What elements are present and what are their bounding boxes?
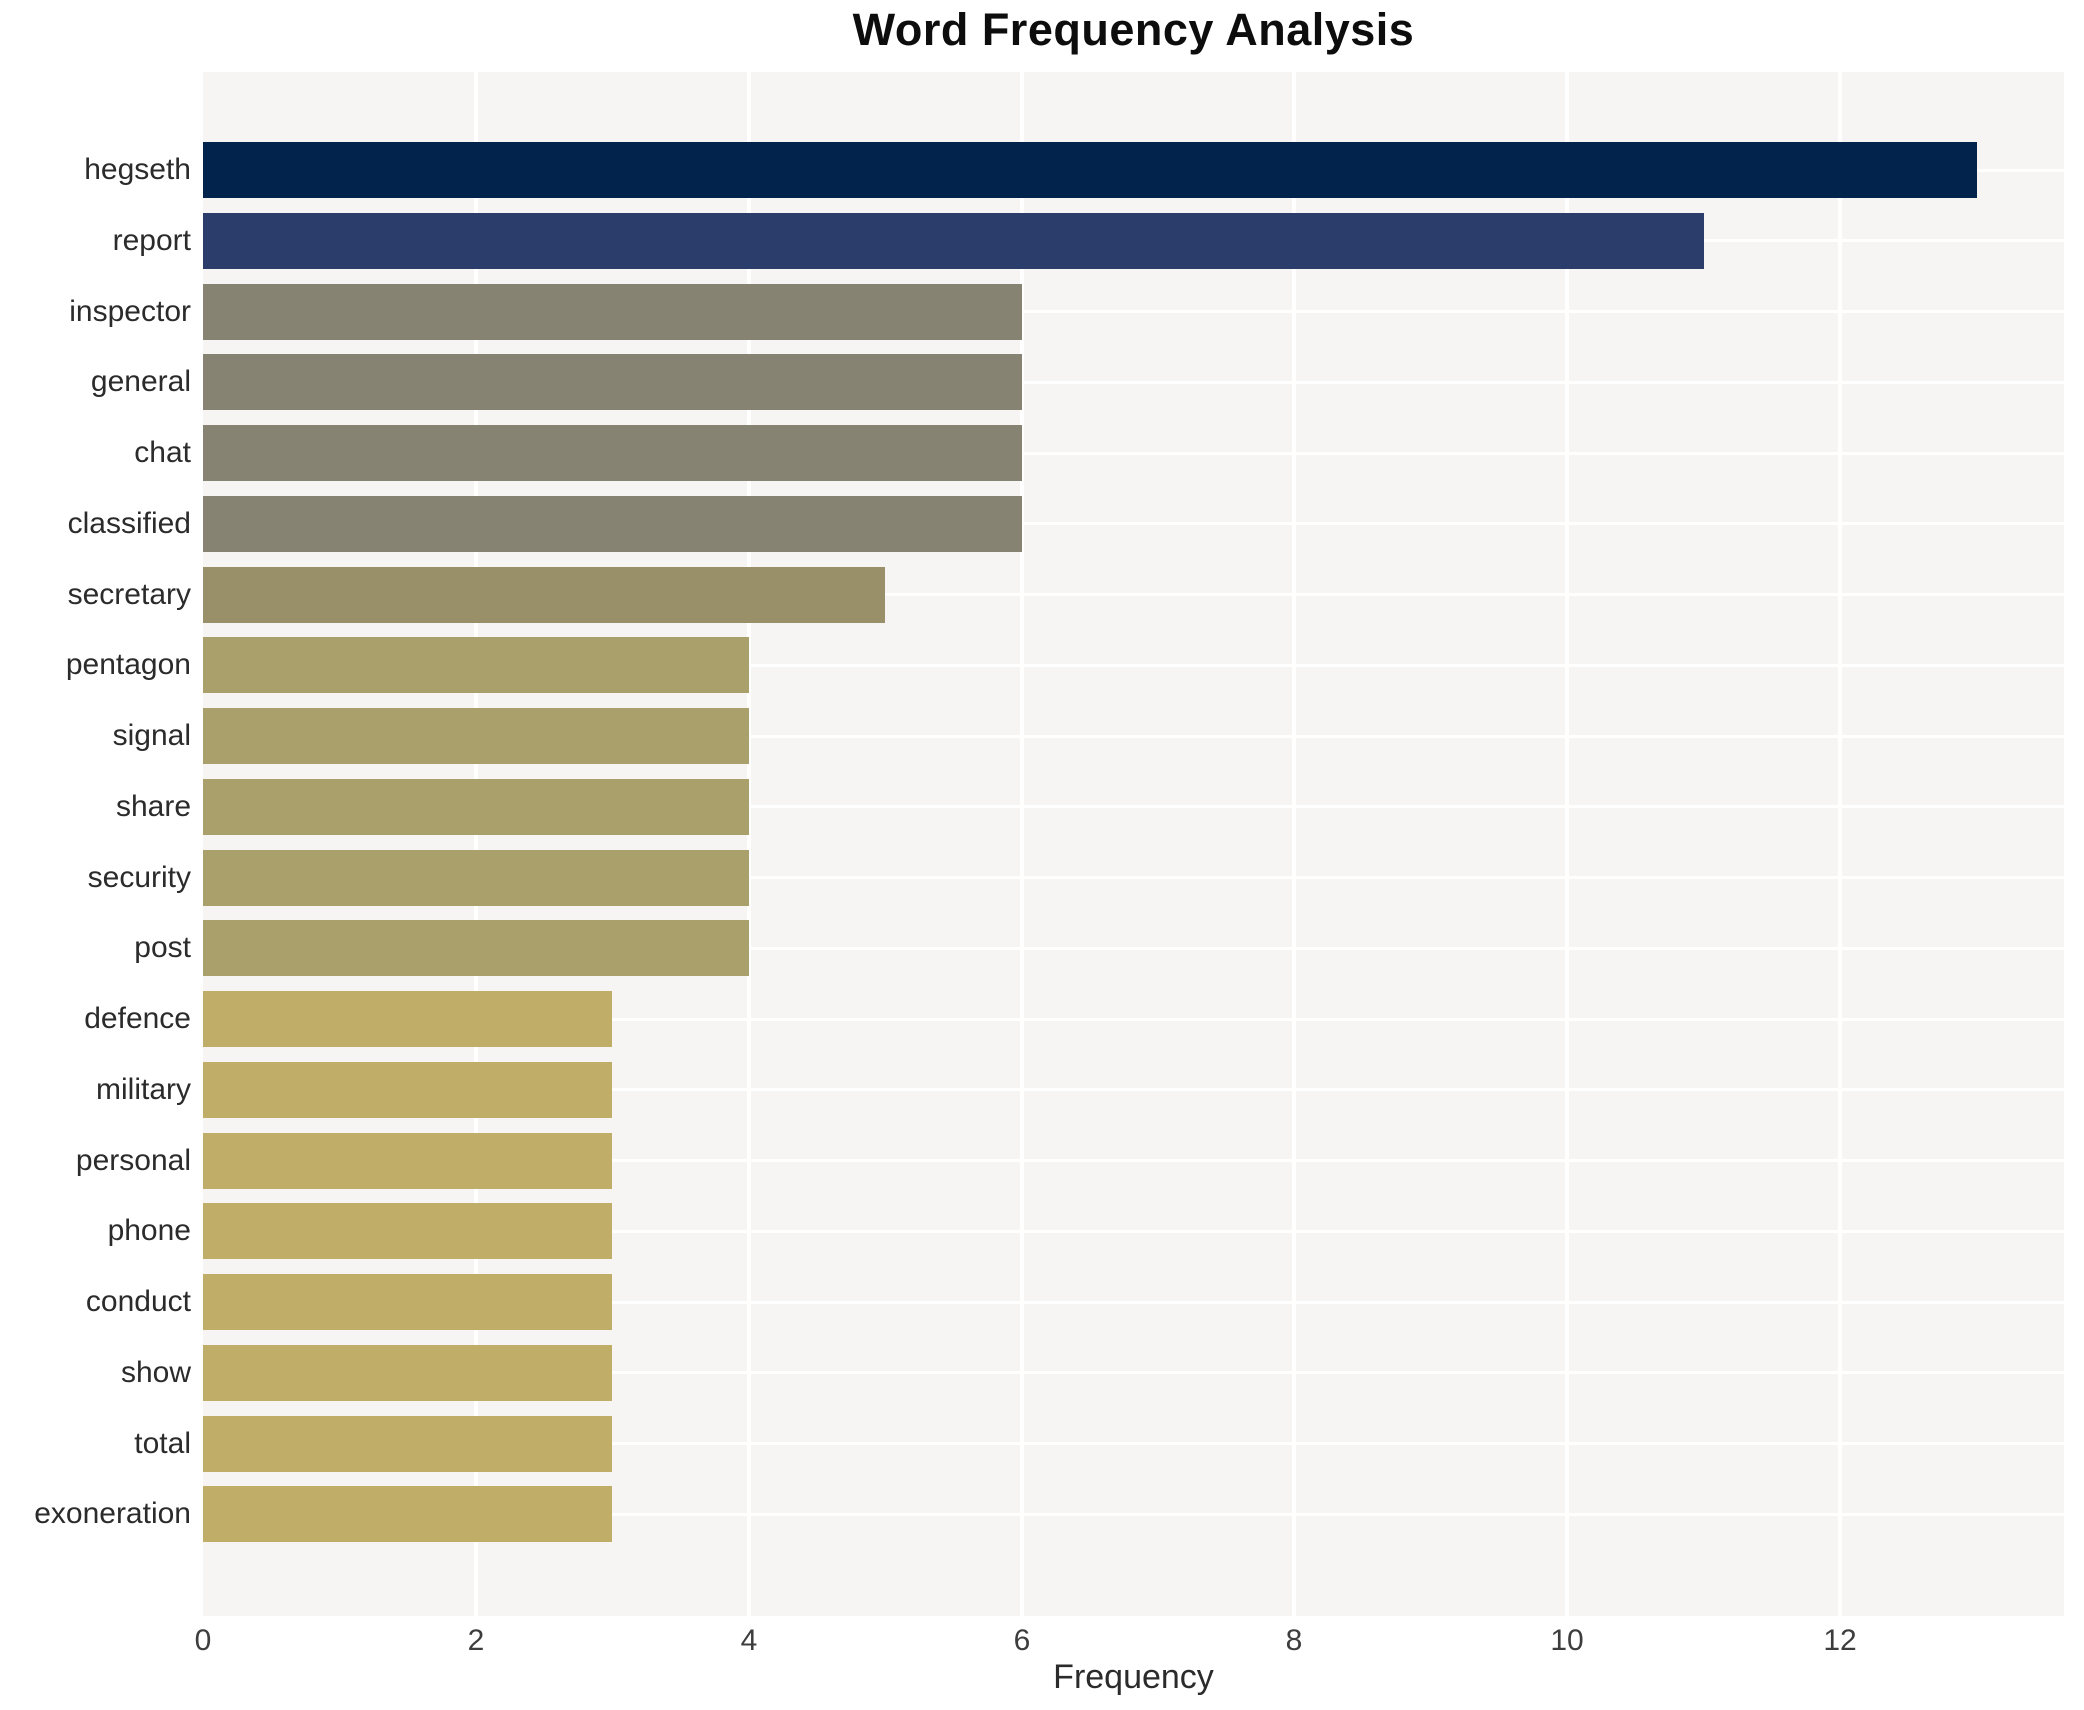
horizontal-gridline — [203, 522, 2064, 525]
y-axis-label-phone: phone — [107, 1214, 191, 1247]
y-axis-label-show: show — [120, 1356, 191, 1389]
y-axis-label-chat: chat — [134, 436, 191, 469]
horizontal-gridline — [203, 735, 2064, 738]
bar-conduct — [203, 1274, 612, 1330]
y-axis-label-hegseth: hegseth — [84, 153, 191, 186]
horizontal-gridline — [203, 1018, 2064, 1021]
horizontal-gridline — [203, 310, 2064, 313]
horizontal-gridline — [203, 452, 2064, 455]
horizontal-gridline — [203, 876, 2064, 879]
y-axis-label-conduct: conduct — [85, 1285, 191, 1318]
bar-post — [203, 920, 749, 976]
horizontal-gridline — [203, 664, 2064, 667]
vertical-gridline-2 — [474, 72, 478, 1616]
y-axis-label-inspector: inspector — [69, 295, 191, 328]
vertical-gridline-8 — [1292, 72, 1296, 1616]
bar-exoneration — [203, 1486, 612, 1542]
horizontal-gridline — [203, 1513, 2064, 1516]
bar-phone — [203, 1203, 612, 1259]
bar-military — [203, 1062, 612, 1118]
y-axis-label-security: security — [87, 861, 191, 894]
x-axis-title: Frequency — [1053, 1658, 1214, 1696]
horizontal-gridline — [203, 1159, 2064, 1162]
bar-security — [203, 850, 749, 906]
horizontal-gridline — [203, 805, 2064, 808]
bar-show — [203, 1345, 612, 1401]
bar-pentagon — [203, 637, 749, 693]
horizontal-gridline — [203, 1088, 2064, 1091]
y-axis-label-general: general — [90, 365, 191, 398]
y-axis-label-pentagon: pentagon — [65, 648, 191, 681]
x-tick-label-0: 0 — [194, 1624, 212, 1657]
x-tick-label-2: 2 — [467, 1624, 485, 1657]
y-axis-label-report: report — [112, 224, 191, 257]
x-tick-label-12: 12 — [1823, 1624, 1857, 1657]
bar-share — [203, 779, 749, 835]
bar-inspector — [203, 284, 1022, 340]
horizontal-gridline — [203, 947, 2064, 950]
bar-defence — [203, 991, 612, 1047]
vertical-gridline-12 — [1838, 72, 1842, 1616]
bar-hegseth — [203, 142, 1977, 198]
bar-classified — [203, 496, 1022, 552]
bar-signal — [203, 708, 749, 764]
horizontal-gridline — [203, 1301, 2064, 1304]
vertical-gridline-6 — [1020, 72, 1024, 1616]
bar-secretary — [203, 567, 885, 623]
vertical-gridline-10 — [1565, 72, 1569, 1616]
y-axis-label-classified: classified — [67, 507, 191, 540]
y-axis-label-exoneration: exoneration — [34, 1497, 191, 1530]
x-tick-label-10: 10 — [1550, 1624, 1584, 1657]
bar-personal — [203, 1133, 612, 1189]
plot-area — [203, 72, 2064, 1616]
bar-total — [203, 1416, 612, 1472]
x-tick-label-4: 4 — [740, 1624, 758, 1657]
bar-general — [203, 354, 1022, 410]
horizontal-gridline — [203, 381, 2064, 384]
vertical-gridline-4 — [747, 72, 751, 1616]
x-tick-label-8: 8 — [1285, 1624, 1303, 1657]
y-axis-label-total: total — [134, 1427, 191, 1460]
y-axis-label-military: military — [96, 1073, 191, 1106]
horizontal-gridline — [203, 1230, 2064, 1233]
y-axis-label-share: share — [115, 790, 191, 823]
chart-title: Word Frequency Analysis — [852, 4, 1415, 55]
bar-chat — [203, 425, 1022, 481]
horizontal-gridline — [203, 1442, 2064, 1445]
y-axis-label-secretary: secretary — [67, 578, 191, 611]
bar-report — [203, 213, 1704, 269]
x-tick-label-6: 6 — [1013, 1624, 1031, 1657]
y-axis-label-defence: defence — [84, 1002, 191, 1035]
horizontal-gridline — [203, 593, 2064, 596]
y-axis-label-signal: signal — [112, 719, 191, 752]
y-axis-label-post: post — [134, 931, 191, 964]
y-axis-label-personal: personal — [75, 1144, 191, 1177]
horizontal-gridline — [203, 1371, 2064, 1374]
